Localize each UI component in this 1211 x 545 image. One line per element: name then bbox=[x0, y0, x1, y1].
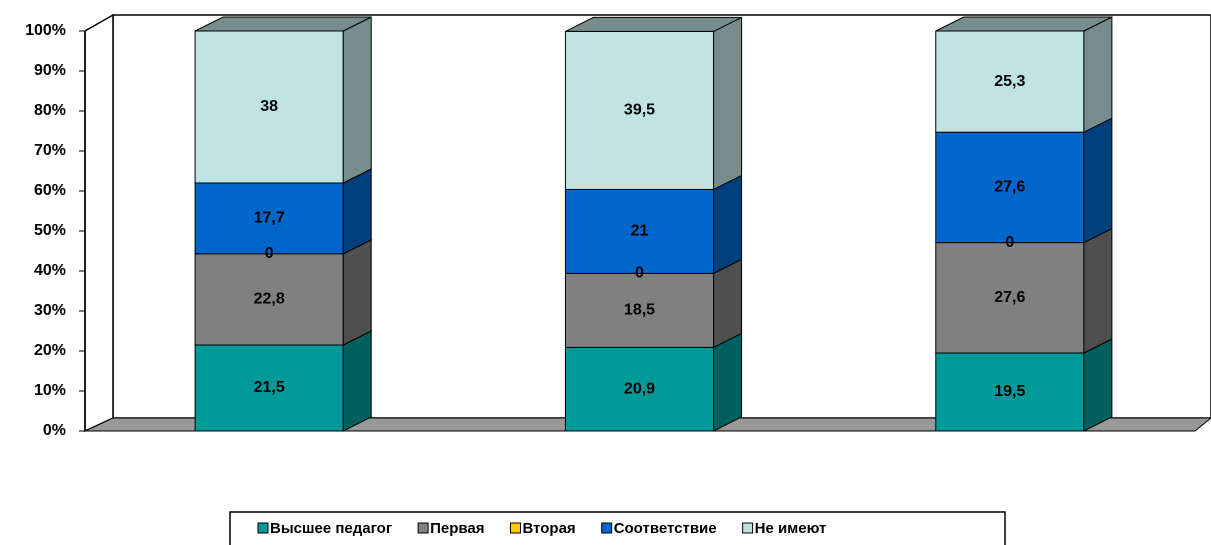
y-tick-label: 60% bbox=[34, 182, 66, 199]
legend-swatch bbox=[509, 522, 521, 534]
y-tick-label: 30% bbox=[34, 302, 66, 319]
bar-segment bbox=[194, 182, 344, 255]
y-tick-label: 90% bbox=[34, 62, 66, 79]
bar-top bbox=[565, 16, 742, 32]
data-label: 0 bbox=[635, 265, 644, 282]
legend-label: Соответствие bbox=[614, 520, 717, 537]
bar-side bbox=[1083, 16, 1113, 134]
bar-top bbox=[194, 16, 372, 32]
legend-label: Высшее педагог bbox=[270, 520, 392, 537]
bar-side bbox=[713, 16, 743, 191]
data-label: 18,5 bbox=[624, 302, 655, 319]
legend bbox=[229, 511, 1006, 545]
bar-segment bbox=[564, 30, 715, 190]
data-label: 27,6 bbox=[994, 289, 1025, 306]
bar-side bbox=[342, 330, 372, 432]
data-label: 21 bbox=[631, 223, 649, 240]
legend-label: Вторая bbox=[522, 520, 575, 537]
legend-swatch bbox=[257, 522, 269, 534]
bar-side bbox=[342, 16, 372, 184]
data-label: 27,6 bbox=[994, 179, 1025, 196]
bar-side bbox=[713, 332, 743, 432]
y-tick-label: 0% bbox=[43, 422, 66, 439]
data-label: 21,5 bbox=[254, 379, 285, 396]
bar-segment bbox=[564, 346, 715, 432]
bar-side bbox=[342, 238, 372, 346]
bar-segment bbox=[935, 131, 1085, 244]
legend-label: Первая bbox=[430, 520, 484, 537]
y-tick-label: 40% bbox=[34, 262, 66, 279]
bar-segment bbox=[935, 352, 1085, 432]
data-label: 20,9 bbox=[624, 380, 655, 397]
data-label: 39,5 bbox=[624, 102, 655, 119]
data-label: 25,3 bbox=[994, 73, 1025, 90]
data-label: 22,8 bbox=[254, 291, 285, 308]
legend-label: Не имеют bbox=[755, 520, 827, 537]
data-label: 0 bbox=[265, 245, 274, 262]
y-tick-label: 20% bbox=[34, 342, 66, 359]
bar-side bbox=[1083, 227, 1113, 354]
data-label: 38 bbox=[260, 98, 278, 115]
side-wall bbox=[84, 13, 114, 433]
bar-side bbox=[342, 168, 372, 255]
bar-side bbox=[713, 174, 743, 275]
bar-segment bbox=[564, 188, 715, 274]
bar-segment bbox=[194, 30, 344, 184]
data-label: 19,5 bbox=[994, 383, 1025, 400]
bar-side bbox=[1083, 117, 1113, 244]
y-tick-label: 10% bbox=[34, 382, 66, 399]
bar-side bbox=[1083, 338, 1113, 432]
legend-swatch bbox=[601, 522, 613, 534]
y-tick-label: 80% bbox=[34, 102, 66, 119]
y-tick-label: 50% bbox=[34, 222, 66, 239]
legend-swatch bbox=[417, 522, 429, 534]
bar-side bbox=[713, 258, 743, 349]
data-label: 0 bbox=[1005, 234, 1014, 251]
bar-segment bbox=[935, 242, 1085, 354]
data-label: 17,7 bbox=[254, 210, 285, 227]
bar-segment bbox=[935, 30, 1085, 133]
legend-swatch bbox=[742, 522, 754, 534]
y-tick-label: 70% bbox=[34, 142, 66, 159]
y-tick-label: 100% bbox=[25, 22, 66, 39]
bar-top bbox=[935, 16, 1113, 32]
